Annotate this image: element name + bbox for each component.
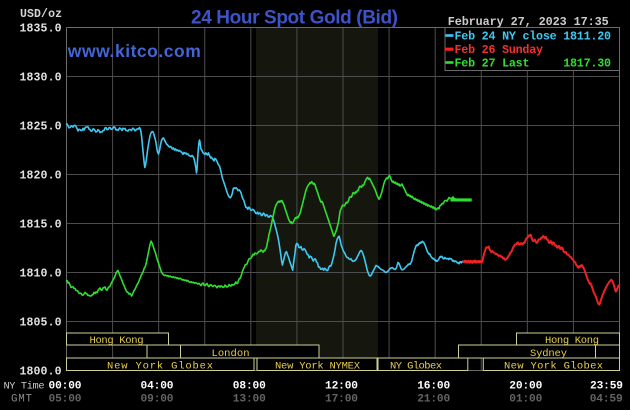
svg-text:1820.0: 1820.0 bbox=[20, 170, 62, 183]
svg-text:1805.0: 1805.0 bbox=[20, 317, 62, 330]
svg-text:04:00: 04:00 bbox=[141, 380, 174, 392]
svg-text:NY Globex: NY Globex bbox=[390, 360, 442, 372]
svg-text:00:00: 00:00 bbox=[49, 380, 82, 392]
svg-text:NY Time: NY Time bbox=[4, 380, 45, 392]
svg-text:Sydney: Sydney bbox=[530, 348, 567, 360]
svg-text:Feb 27 Last 1817.30: Feb 27 Last 1817.30 bbox=[455, 57, 612, 71]
svg-text:February 27, 2023 17:35: February 27, 2023 17:35 bbox=[448, 15, 609, 29]
svg-text:16:00: 16:00 bbox=[417, 380, 450, 392]
svg-text:Feb 24 NY close 1811.20: Feb 24 NY close 1811.20 bbox=[455, 30, 612, 44]
svg-text:12:00: 12:00 bbox=[325, 380, 358, 392]
svg-text:23:59: 23:59 bbox=[590, 380, 623, 392]
svg-text:1815.0: 1815.0 bbox=[20, 219, 62, 232]
svg-text:1835.0: 1835.0 bbox=[20, 23, 62, 36]
svg-text:London: London bbox=[212, 348, 250, 360]
svg-text:17:00: 17:00 bbox=[325, 394, 358, 406]
svg-text:05:00: 05:00 bbox=[49, 394, 82, 406]
svg-text:21:00: 21:00 bbox=[417, 394, 450, 406]
svg-text:New York NYMEX: New York NYMEX bbox=[275, 360, 361, 372]
svg-text:20:00: 20:00 bbox=[509, 380, 542, 392]
svg-text:1810.0: 1810.0 bbox=[20, 268, 62, 281]
svg-text:1800.0: 1800.0 bbox=[20, 366, 62, 379]
svg-text:04:59: 04:59 bbox=[590, 394, 623, 406]
svg-text:Feb 26 Sunday: Feb 26 Sunday bbox=[455, 43, 544, 57]
svg-text:13:00: 13:00 bbox=[233, 394, 266, 406]
svg-text:08:00: 08:00 bbox=[233, 380, 266, 392]
svg-text:1830.0: 1830.0 bbox=[20, 72, 62, 85]
svg-text:USD/oz: USD/oz bbox=[20, 8, 62, 21]
svg-text:New York Globex: New York Globex bbox=[107, 360, 213, 372]
svg-text:www.kitco.com: www.kitco.com bbox=[67, 41, 201, 61]
svg-text:24 Hour Spot Gold (Bid): 24 Hour Spot Gold (Bid) bbox=[191, 8, 398, 29]
svg-text:Hong Kong: Hong Kong bbox=[545, 335, 599, 347]
svg-text:1825.0: 1825.0 bbox=[20, 121, 62, 134]
svg-text:Hong Kong: Hong Kong bbox=[90, 335, 144, 347]
svg-text:New York Globex: New York Globex bbox=[504, 360, 603, 372]
svg-text:09:00: 09:00 bbox=[141, 394, 174, 406]
svg-text:GMT: GMT bbox=[11, 394, 33, 406]
svg-text:01:00: 01:00 bbox=[509, 394, 542, 406]
